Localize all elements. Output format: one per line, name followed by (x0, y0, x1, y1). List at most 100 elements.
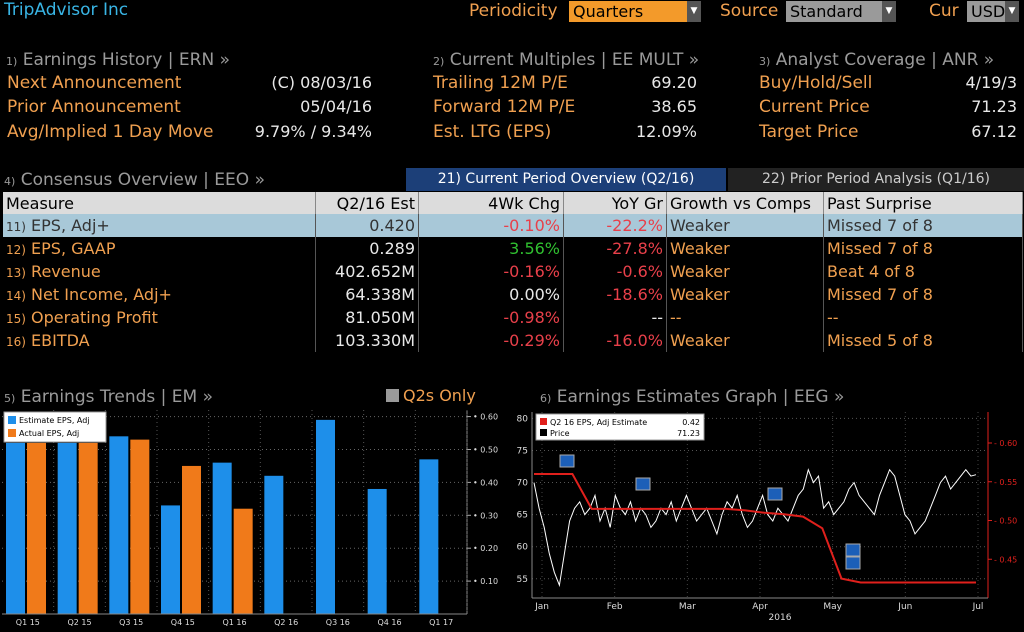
row-index: 14) (6, 289, 26, 303)
target-price-label: Target Price (759, 122, 859, 142)
table-header-row: Measure Q2/16 Est 4Wk Chg YoY Gr Growth … (3, 192, 1023, 214)
table-row[interactable]: 11) EPS, Adj+ 0.420 -0.10% -22.2% Weaker… (3, 214, 1023, 237)
row-index: 12) (6, 243, 26, 257)
avg-move-label: Avg/Implied 1 Day Move (7, 122, 214, 142)
avg-move-value: 9.79% / 9.34% (254, 122, 372, 141)
past-surprise-cell: Missed 7 of 8 (823, 237, 1023, 260)
estimate-bar (367, 488, 387, 614)
section-title: Consensus Overview | EEO » (20, 170, 265, 190)
four-week-change-cell: -0.10% (418, 214, 564, 237)
analyst-coverage-header[interactable]: 3) Analyst Coverage | ANR » (759, 50, 994, 70)
column-header[interactable]: Q2/16 Est (315, 192, 419, 214)
legend-box (535, 413, 705, 441)
column-header[interactable]: Past Surprise (823, 192, 1023, 214)
legend-box (3, 411, 107, 443)
measure-label: EBITDA (31, 331, 90, 350)
source-dropdown[interactable]: Standard (786, 1, 882, 22)
current-multiples-header[interactable]: 2) Current Multiples | EE MULT » (433, 50, 699, 70)
section-title: Earnings History | ERN » (22, 50, 230, 70)
measure-label: EPS, Adj+ (31, 216, 110, 235)
column-header[interactable]: YoY Gr (563, 192, 667, 214)
estimate-cell: 0.289 (315, 237, 419, 260)
consensus-table: Measure Q2/16 Est 4Wk Chg YoY Gr Growth … (3, 192, 1023, 352)
row-index: 13) (6, 266, 26, 280)
past-surprise-cell: Missed 7 of 8 (823, 283, 1023, 306)
q2s-only-label[interactable]: Q2s Only (403, 386, 476, 405)
earnings-history-header[interactable]: 1) Earnings History | ERN » (6, 50, 230, 70)
estimate-bar (212, 462, 232, 614)
measure-cell: 15) Operating Profit (3, 306, 316, 329)
section-title: Analyst Coverage | ANR » (775, 50, 995, 70)
section-title: Current Multiples | EE MULT » (449, 50, 700, 70)
buy-hold-sell-value: 4/19/3 (965, 73, 1018, 92)
consensus-overview-header[interactable]: 4) Consensus Overview | EEO » (4, 170, 265, 190)
forward-pe-label: Forward 12M P/E (433, 97, 576, 117)
currency-dropdown[interactable]: USD (967, 1, 1005, 22)
chevron-down-icon[interactable]: ▼ (882, 1, 896, 22)
table-row[interactable]: 12) EPS, GAAP 0.289 3.56% -27.8% Weaker … (3, 237, 1023, 260)
table-row[interactable]: 16) EBITDA 103.330M -0.29% -16.0% Weaker… (3, 329, 1023, 352)
column-header[interactable]: 4Wk Chg (418, 192, 564, 214)
q2s-only-checkbox[interactable] (386, 389, 399, 402)
x-axis-year-label: 2016 (769, 613, 792, 623)
x-tick-label: Q3 15 (119, 618, 143, 627)
chevron-down-icon[interactable]: ▼ (687, 1, 701, 22)
x-tick-label: Q2 15 (67, 618, 91, 627)
measure-cell: 14) Net Income, Adj+ (3, 283, 316, 306)
growth-vs-comps-cell: Weaker (666, 283, 824, 306)
current-price-label: Current Price (759, 97, 870, 117)
event-marker-icon (635, 477, 651, 491)
chevron-down-icon[interactable]: ▼ (1005, 1, 1019, 22)
tab-current-period[interactable]: 21) Current Period Overview (Q2/16) (406, 168, 726, 191)
growth-vs-comps-cell: Weaker (666, 214, 824, 237)
estimate-bar (316, 419, 335, 614)
y-tick-label: • 0.40 (473, 478, 498, 487)
table-row[interactable]: 13) Revenue 402.652M -0.16% -0.6% Weaker… (3, 260, 1023, 283)
four-week-change-cell: 0.00% (418, 283, 564, 306)
currency-label: Cur (929, 1, 959, 21)
right-y-tick-label: - 0.50 (994, 517, 1017, 526)
measure-label: Net Income, Adj+ (31, 285, 172, 304)
periodicity-dropdown[interactable]: Quarters (569, 1, 687, 22)
tab-prior-period[interactable]: 22) Prior Period Analysis (Q1/16) (728, 168, 1024, 191)
estimate-bar (109, 436, 129, 614)
earnings-trends-header[interactable]: 5) Earnings Trends | EM » (4, 387, 213, 407)
earnings-graph-header[interactable]: 6) Earnings Estimates Graph | EEG » (540, 387, 844, 407)
legend-label-estimate: Q2 16 EPS, Adj Estimate (550, 418, 647, 427)
earnings-estimates-graph: 55 60 65 70 75 80 - 0.45 - 0.50 - 0.55 - 0.60 Jan F… (517, 412, 1017, 623)
security-title: TripAdvisor Inc (4, 0, 129, 20)
estimate-cell: 0.420 (315, 214, 419, 237)
estimate-bar (419, 459, 439, 614)
measure-label: Operating Profit (31, 308, 158, 327)
section-title: Earnings Trends | EM » (20, 387, 214, 407)
x-tick-label: Jan (534, 602, 549, 612)
actual-bar (182, 465, 201, 614)
estimate-bar (6, 442, 25, 614)
yoy-growth-cell: -22.2% (563, 214, 667, 237)
legend-value-estimate: 0.42 (682, 418, 700, 427)
column-header[interactable]: Growth vs Comps (666, 192, 824, 214)
legend-swatch-estimate (540, 418, 547, 425)
measure-cell: 16) EBITDA (3, 329, 316, 352)
y-tick-label: • 0.10 (473, 577, 498, 586)
x-tick-label: Q2 16 (274, 618, 298, 627)
buy-hold-sell-label: Buy/Hold/Sell (759, 73, 873, 93)
x-tick-label: Q1 15 (16, 618, 40, 627)
event-marker-icon (559, 454, 575, 468)
estimate-cell: 64.338M (315, 283, 419, 306)
table-row[interactable]: 14) Net Income, Adj+ 64.338M 0.00% -18.6… (3, 283, 1023, 306)
table-row[interactable]: 15) Operating Profit 81.050M -0.98% -- -… (3, 306, 1023, 329)
next-announcement-value: (C) 08/03/16 (271, 73, 372, 92)
estimate-cell: 103.330M (315, 329, 419, 352)
column-header[interactable]: Measure (3, 192, 316, 214)
prior-announcement-value: 05/04/16 (300, 97, 372, 116)
price-line (533, 468, 977, 588)
legend-swatch-estimate (8, 416, 16, 424)
past-surprise-cell: Beat 4 of 8 (823, 260, 1023, 283)
measure-cell: 13) Revenue (3, 260, 316, 283)
y-tick-label: • 0.60 (473, 413, 498, 422)
measure-cell: 12) EPS, GAAP (3, 237, 316, 260)
legend-value-price: 71.23 (677, 429, 700, 438)
right-y-tick-label: - 0.60 (994, 439, 1017, 448)
estimate-bar (161, 505, 180, 614)
